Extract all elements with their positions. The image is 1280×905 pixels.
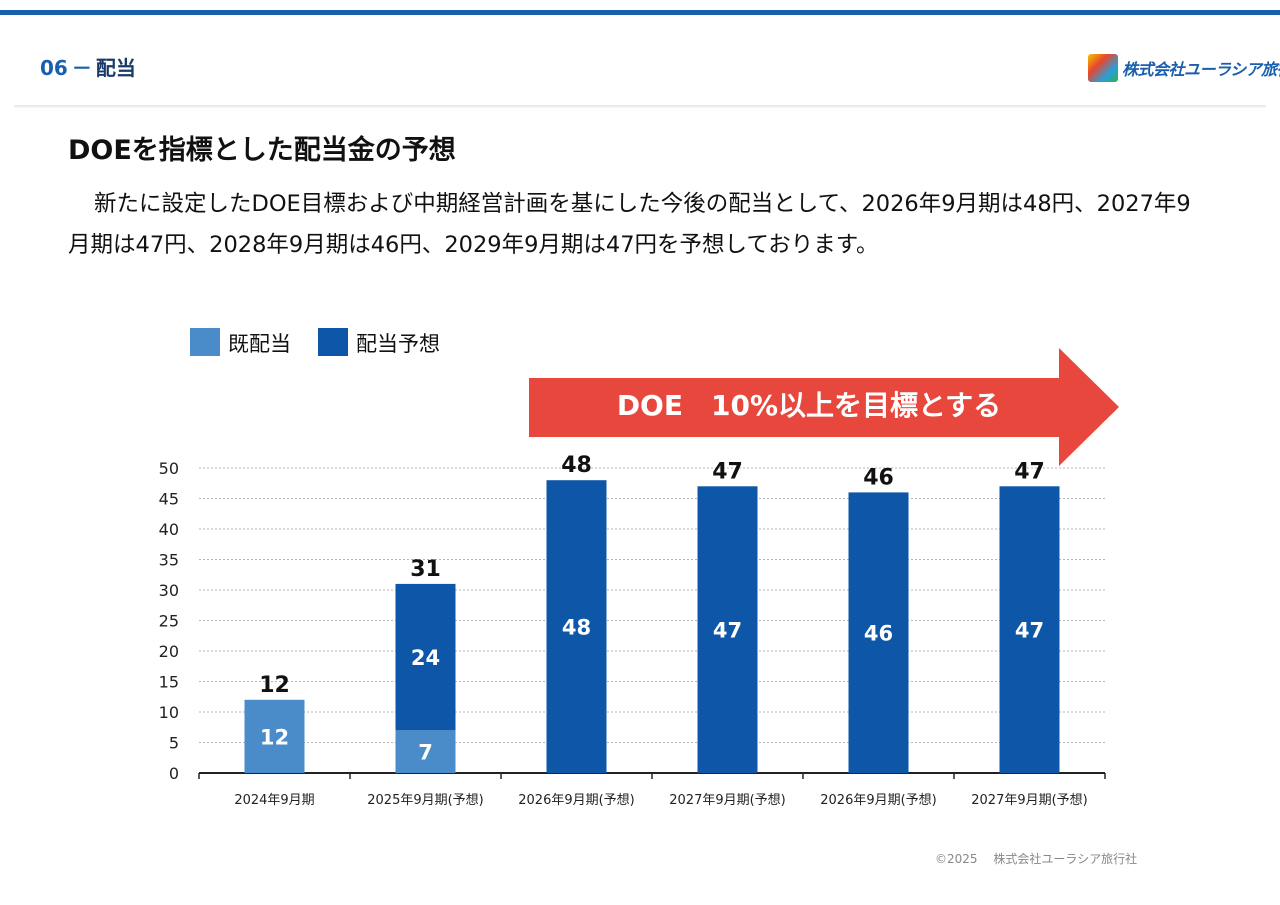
bar-segment: [848, 492, 909, 773]
bar-value-label: 48: [562, 616, 591, 640]
y-tick-label: 20: [159, 642, 179, 661]
section-number: 06: [40, 56, 68, 80]
x-tick-label: 2027年9月期(予想): [669, 792, 786, 808]
doe-target-arrow: [529, 348, 1119, 466]
legend-swatch-forecast: [318, 328, 348, 356]
bar-segment: [395, 730, 456, 773]
section-dash: －: [71, 56, 92, 80]
bar-segment: [395, 583, 456, 731]
company-logo: 株式会社ユーラシア旅行社: [1088, 52, 1280, 84]
bar-value-label: 7: [418, 741, 433, 765]
doe-target-label: DOE 10%以上を目標とする: [616, 389, 1002, 422]
bar-total-label: 48: [561, 455, 592, 478]
bar-total-label: 47: [1014, 459, 1045, 484]
x-tick-label: 2025年9月期(予想): [367, 792, 484, 808]
legend-item-paid: 既配当: [190, 326, 310, 356]
bar-value-label: 47: [713, 619, 742, 643]
y-tick-label: 45: [159, 490, 179, 509]
x-tick-label: 2026年9月期(予想): [518, 792, 635, 808]
y-tick-label: 30: [159, 581, 179, 600]
y-tick-label: 5: [169, 734, 179, 753]
y-tick-label: 50: [159, 459, 179, 478]
bar-value-label: 46: [864, 622, 893, 646]
dividend-bar-chart: 0 5 10 15 20 25 30 35 40 45 50 12 12 2024年9月期 7 24 31 202…: [159, 455, 1106, 808]
bar-value-label: 12: [260, 725, 289, 749]
legend-swatch-paid: [190, 328, 220, 356]
y-tick-label: 15: [159, 673, 179, 692]
bar-value-label: 47: [1015, 619, 1044, 643]
y-tick-label: 10: [159, 703, 179, 722]
y-tick-label: 35: [159, 551, 179, 570]
bar-total-label: 47: [712, 459, 743, 484]
page-title: DOEを指標とした配当金の予想: [68, 135, 456, 166]
y-tick-label: 40: [159, 520, 179, 539]
header-divider: [14, 105, 1266, 108]
bar-total-label: 46: [863, 465, 894, 490]
bar-total-label: 31: [410, 557, 441, 582]
logo-mark-icon: [1088, 54, 1118, 82]
legend-label-forecast: 配当予想: [356, 332, 440, 356]
x-tick-label: 2026年9月期(予想): [820, 792, 937, 808]
x-tick-label: 2024年9月期: [234, 793, 314, 808]
legend-item-forecast: 配当予想: [318, 326, 468, 356]
section-heading: 06 －配当: [40, 52, 136, 81]
doe-target-arrow-shape: [529, 348, 1119, 466]
legend-label-paid: 既配当: [228, 332, 291, 356]
y-tick-label: 25: [159, 612, 179, 631]
bar-segment: [697, 486, 758, 773]
copyright-footer: ©2025 株式会社ユーラシア旅行社: [935, 852, 1138, 866]
section-label: 配当: [95, 56, 136, 80]
bar-value-label: 24: [411, 646, 440, 670]
bar-segment: [244, 699, 305, 773]
top-accent-bar: [0, 10, 1280, 15]
body-paragraph: 新たに設定したDOE目標および中期経営計画を基にした今後の配当として、2026年…: [68, 191, 1191, 258]
x-tick-label: 2027年9月期(予想): [971, 792, 1088, 808]
y-tick-label: 0: [169, 764, 179, 783]
logo-text: 株式会社ユーラシア旅行社: [1122, 60, 1280, 79]
bar-segment: [546, 480, 607, 773]
bar-total-label: 12: [259, 673, 290, 698]
bar-segment: [999, 486, 1060, 773]
